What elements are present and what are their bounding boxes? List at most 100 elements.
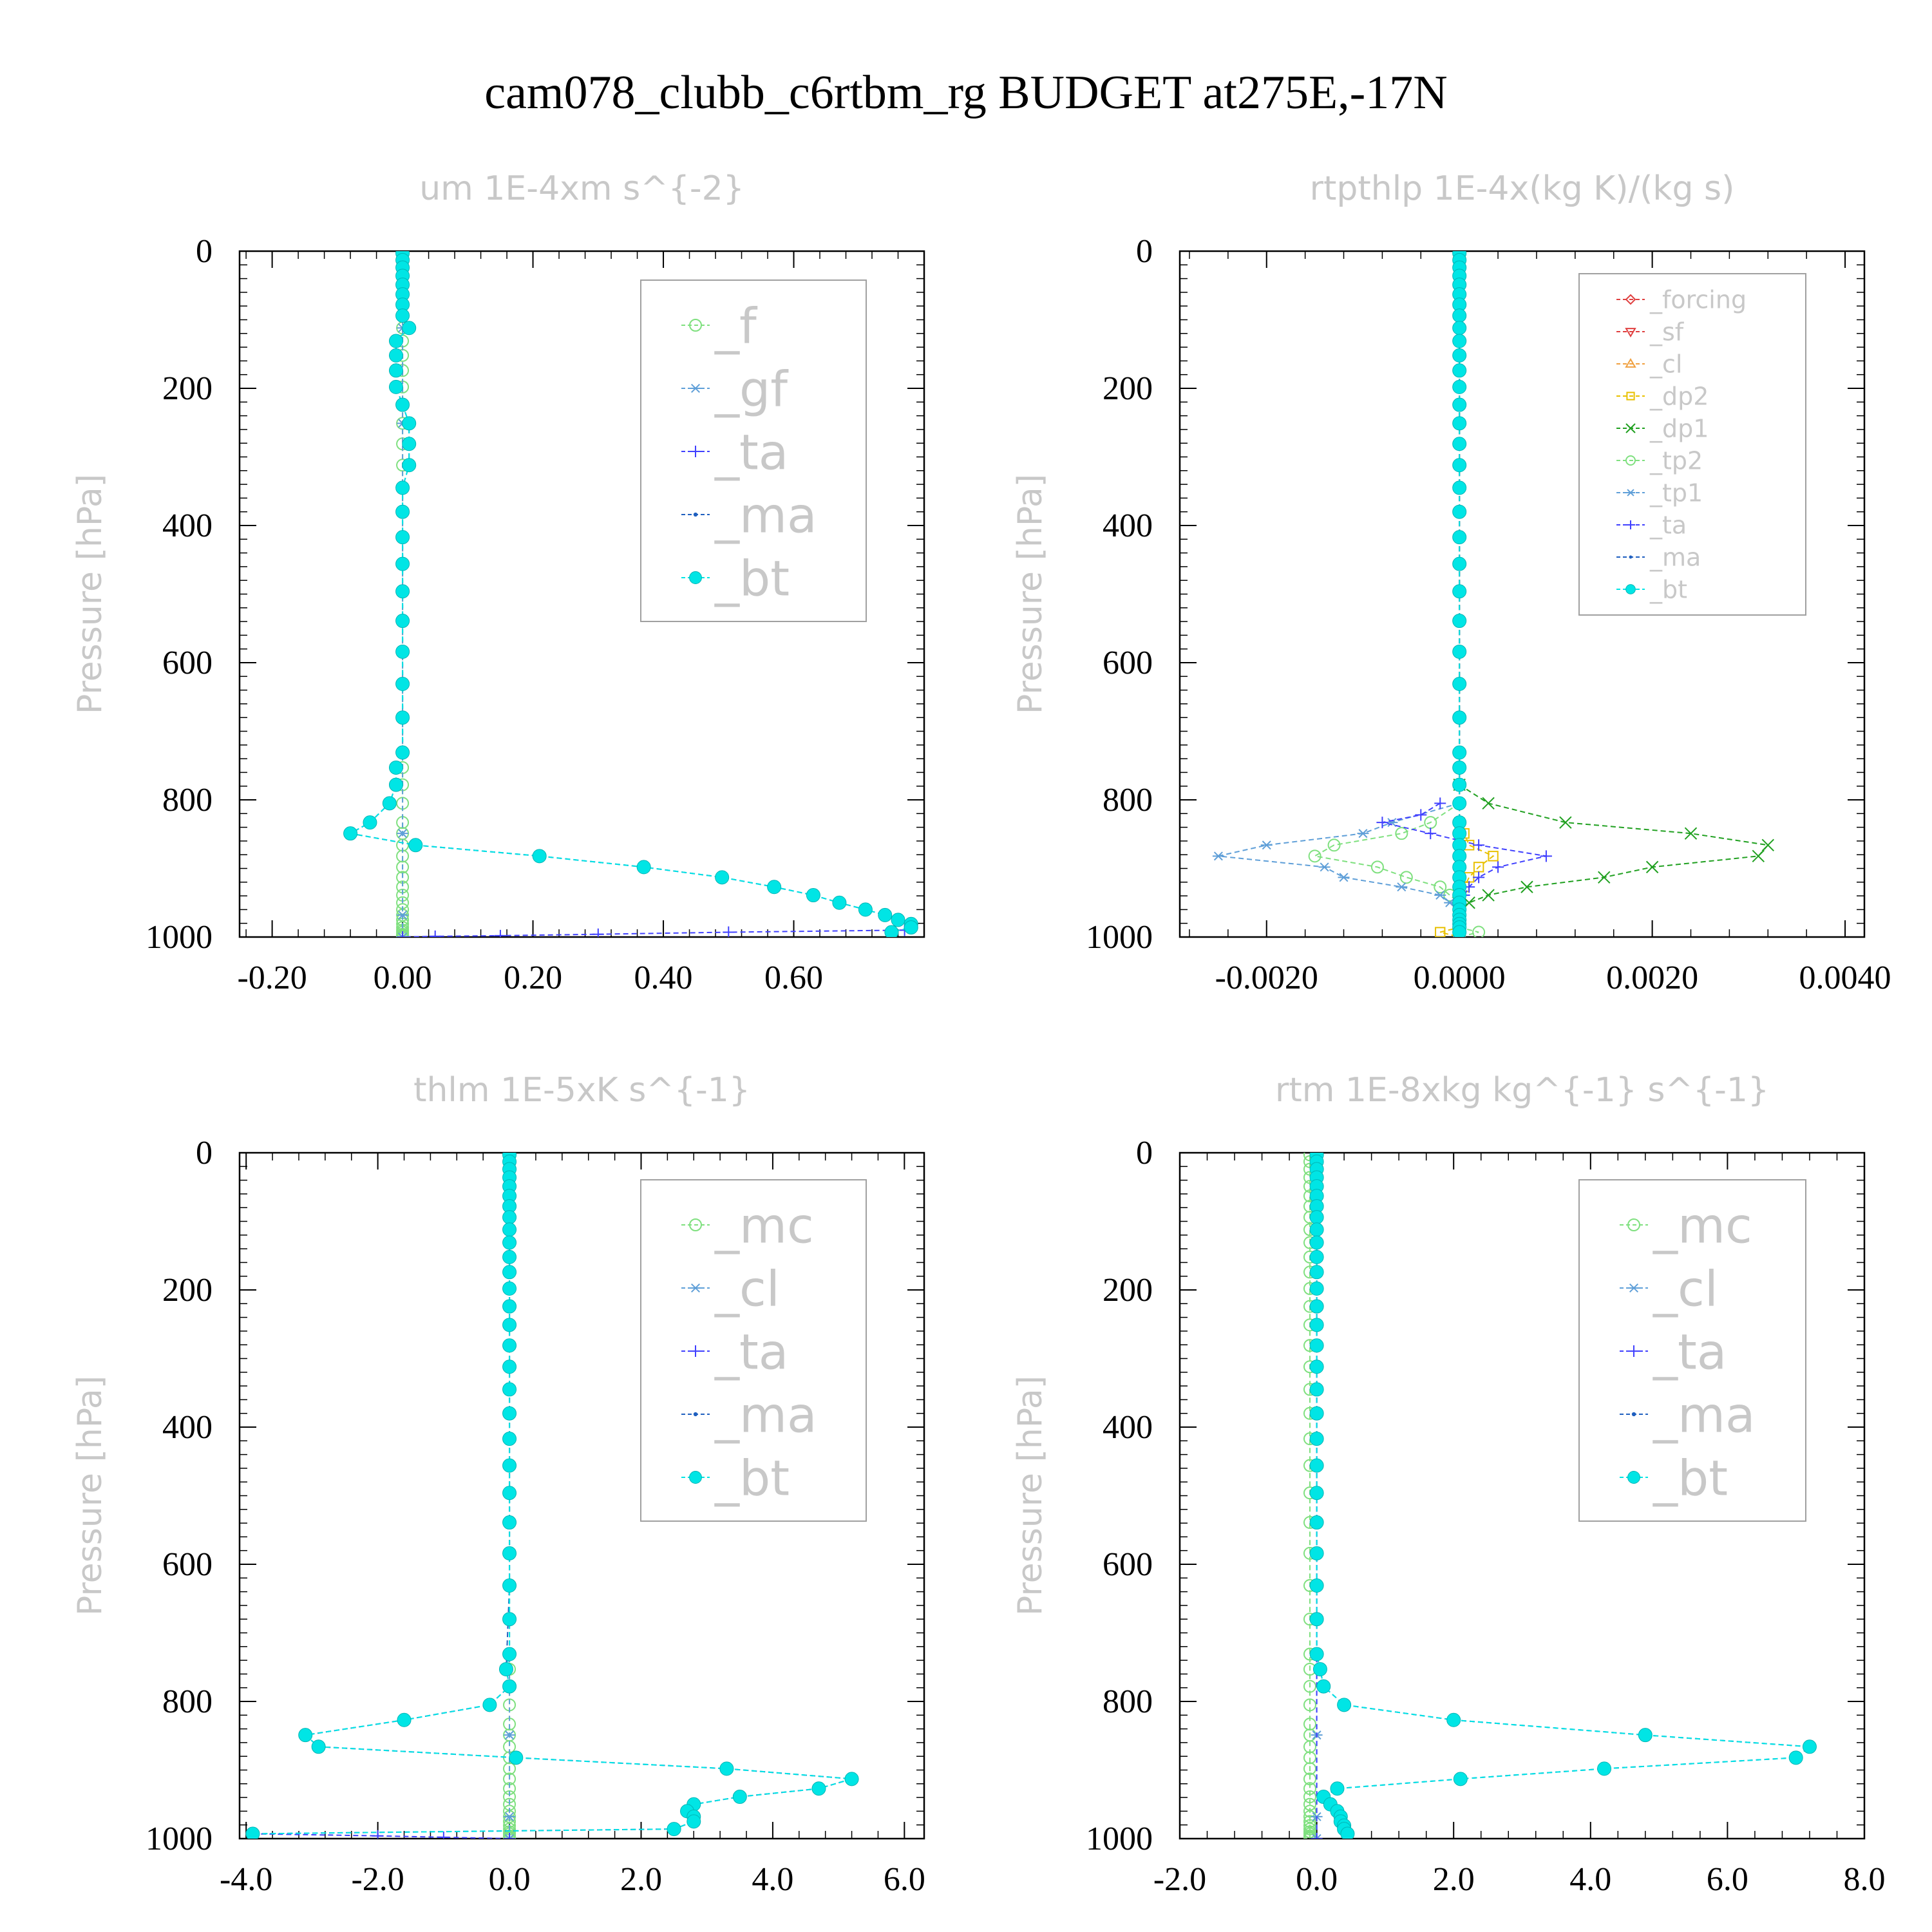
legend-label: _bt — [714, 1449, 790, 1506]
data-point — [1453, 1772, 1468, 1786]
data-point — [1488, 851, 1499, 862]
y-tick-label: 1000 — [146, 919, 213, 956]
data-point — [1482, 889, 1495, 902]
data-point — [502, 1406, 517, 1421]
y-tick-label: 800 — [162, 782, 213, 819]
data-point — [884, 925, 899, 937]
legend-item: _ma — [1620, 1386, 1756, 1443]
data-point — [1303, 1790, 1316, 1804]
y-tick-label: 200 — [1103, 370, 1153, 407]
data-point — [832, 895, 847, 910]
data-point — [689, 319, 702, 332]
series-tp1 — [1212, 799, 1466, 937]
data-point — [311, 1739, 326, 1754]
plot-area — [1212, 251, 1774, 937]
data-point — [1260, 840, 1273, 850]
data-point — [395, 584, 410, 599]
legend-label: _dp2 — [1649, 383, 1709, 411]
data-point — [395, 614, 410, 629]
data-point — [1309, 1299, 1324, 1314]
data-point — [504, 1812, 516, 1821]
data-point — [687, 1814, 701, 1829]
data-point — [498, 1662, 513, 1676]
data-point — [1303, 1804, 1316, 1818]
series-ta — [397, 924, 911, 937]
data-point — [1303, 1782, 1316, 1795]
y-tick-label: 600 — [162, 1546, 213, 1583]
data-point — [1452, 397, 1467, 412]
series-line — [1459, 784, 1770, 937]
legend-label: _tp2 — [1649, 447, 1703, 475]
data-point — [395, 308, 410, 323]
data-point — [402, 416, 417, 431]
legend-item: _forcing — [1616, 286, 1747, 314]
x-tick-label: -0.20 — [237, 960, 307, 996]
y-tick-label: 400 — [162, 507, 213, 544]
data-point — [402, 437, 417, 451]
data-point — [1434, 891, 1446, 900]
data-point — [502, 1578, 517, 1593]
data-point — [1415, 809, 1427, 821]
x-tick-label: 8.0 — [1844, 1861, 1886, 1898]
legend-label: _ta — [1653, 1323, 1727, 1380]
data-point — [1212, 851, 1224, 861]
data-point — [732, 1790, 747, 1804]
legend-item: _cl — [1620, 1260, 1718, 1317]
data-point — [388, 348, 403, 363]
plot-area — [343, 251, 918, 937]
data-point — [1540, 850, 1552, 862]
data-point — [1628, 1345, 1640, 1357]
data-point — [1452, 379, 1467, 394]
data-point — [1752, 849, 1765, 863]
legend-label: _bt — [1653, 1449, 1728, 1506]
x-tick-label: 4.0 — [1569, 1861, 1611, 1898]
chart-panel: rtm 1E-8xkg kg^{-1} s^{-1} 0 200 400 600 800 1… — [1011, 1071, 1886, 1898]
data-point — [1303, 1815, 1316, 1828]
legend-label: _ma — [1653, 1386, 1756, 1443]
legend: _mc _cl _ta _ma _bt — [1578, 1179, 1806, 1522]
y-tick-label: 800 — [1103, 1683, 1153, 1720]
x-tick-label: 0.0020 — [1606, 960, 1698, 996]
series-mc — [1303, 1153, 1316, 1839]
data-point — [858, 902, 873, 917]
data-point — [1645, 860, 1659, 874]
y-tick-label: 0 — [196, 1135, 213, 1171]
data-point — [502, 1210, 517, 1225]
legend-label: _bt — [1649, 576, 1687, 604]
x-tick-label: -4.0 — [220, 1861, 272, 1898]
data-point — [1452, 710, 1467, 725]
data-point — [397, 932, 409, 937]
chart-panels: um 1E-4xm s^{-2} 0 200 400 600 800 1000 -0.20 0.… — [71, 169, 1891, 1898]
series-bt — [1452, 251, 1467, 937]
plot-area — [1303, 1153, 1817, 1839]
data-point — [690, 383, 701, 393]
data-point — [502, 1359, 517, 1374]
data-point — [382, 796, 397, 811]
data-point — [1330, 1781, 1345, 1796]
data-point — [1452, 556, 1467, 571]
legend-label: _f — [714, 297, 758, 354]
data-point — [1452, 458, 1467, 473]
data-point — [1520, 880, 1533, 893]
data-point — [1452, 480, 1467, 495]
series-dp1 — [1453, 778, 1774, 937]
data-point — [1626, 489, 1635, 497]
series-bt — [343, 251, 918, 937]
data-point — [437, 1831, 450, 1839]
x-tick-label: 0.60 — [764, 960, 823, 996]
data-point — [715, 870, 730, 885]
data-point — [1625, 423, 1636, 433]
legend-item: _ta — [1616, 511, 1687, 540]
x-tick-label: 0.40 — [634, 960, 693, 996]
x-tick-label: 0.20 — [504, 960, 562, 996]
data-point — [1452, 677, 1467, 692]
legend-label: _mc — [1653, 1197, 1752, 1254]
data-point — [1446, 1712, 1461, 1727]
data-point — [878, 907, 893, 922]
x-tick-label: -0.0020 — [1215, 960, 1318, 996]
y-tick-label: 600 — [162, 645, 213, 681]
data-point — [1597, 1761, 1612, 1776]
legend-label: _mc — [714, 1197, 814, 1254]
x-tick-label: 0.0 — [1296, 1861, 1338, 1898]
legend-label: _forcing — [1649, 286, 1747, 314]
